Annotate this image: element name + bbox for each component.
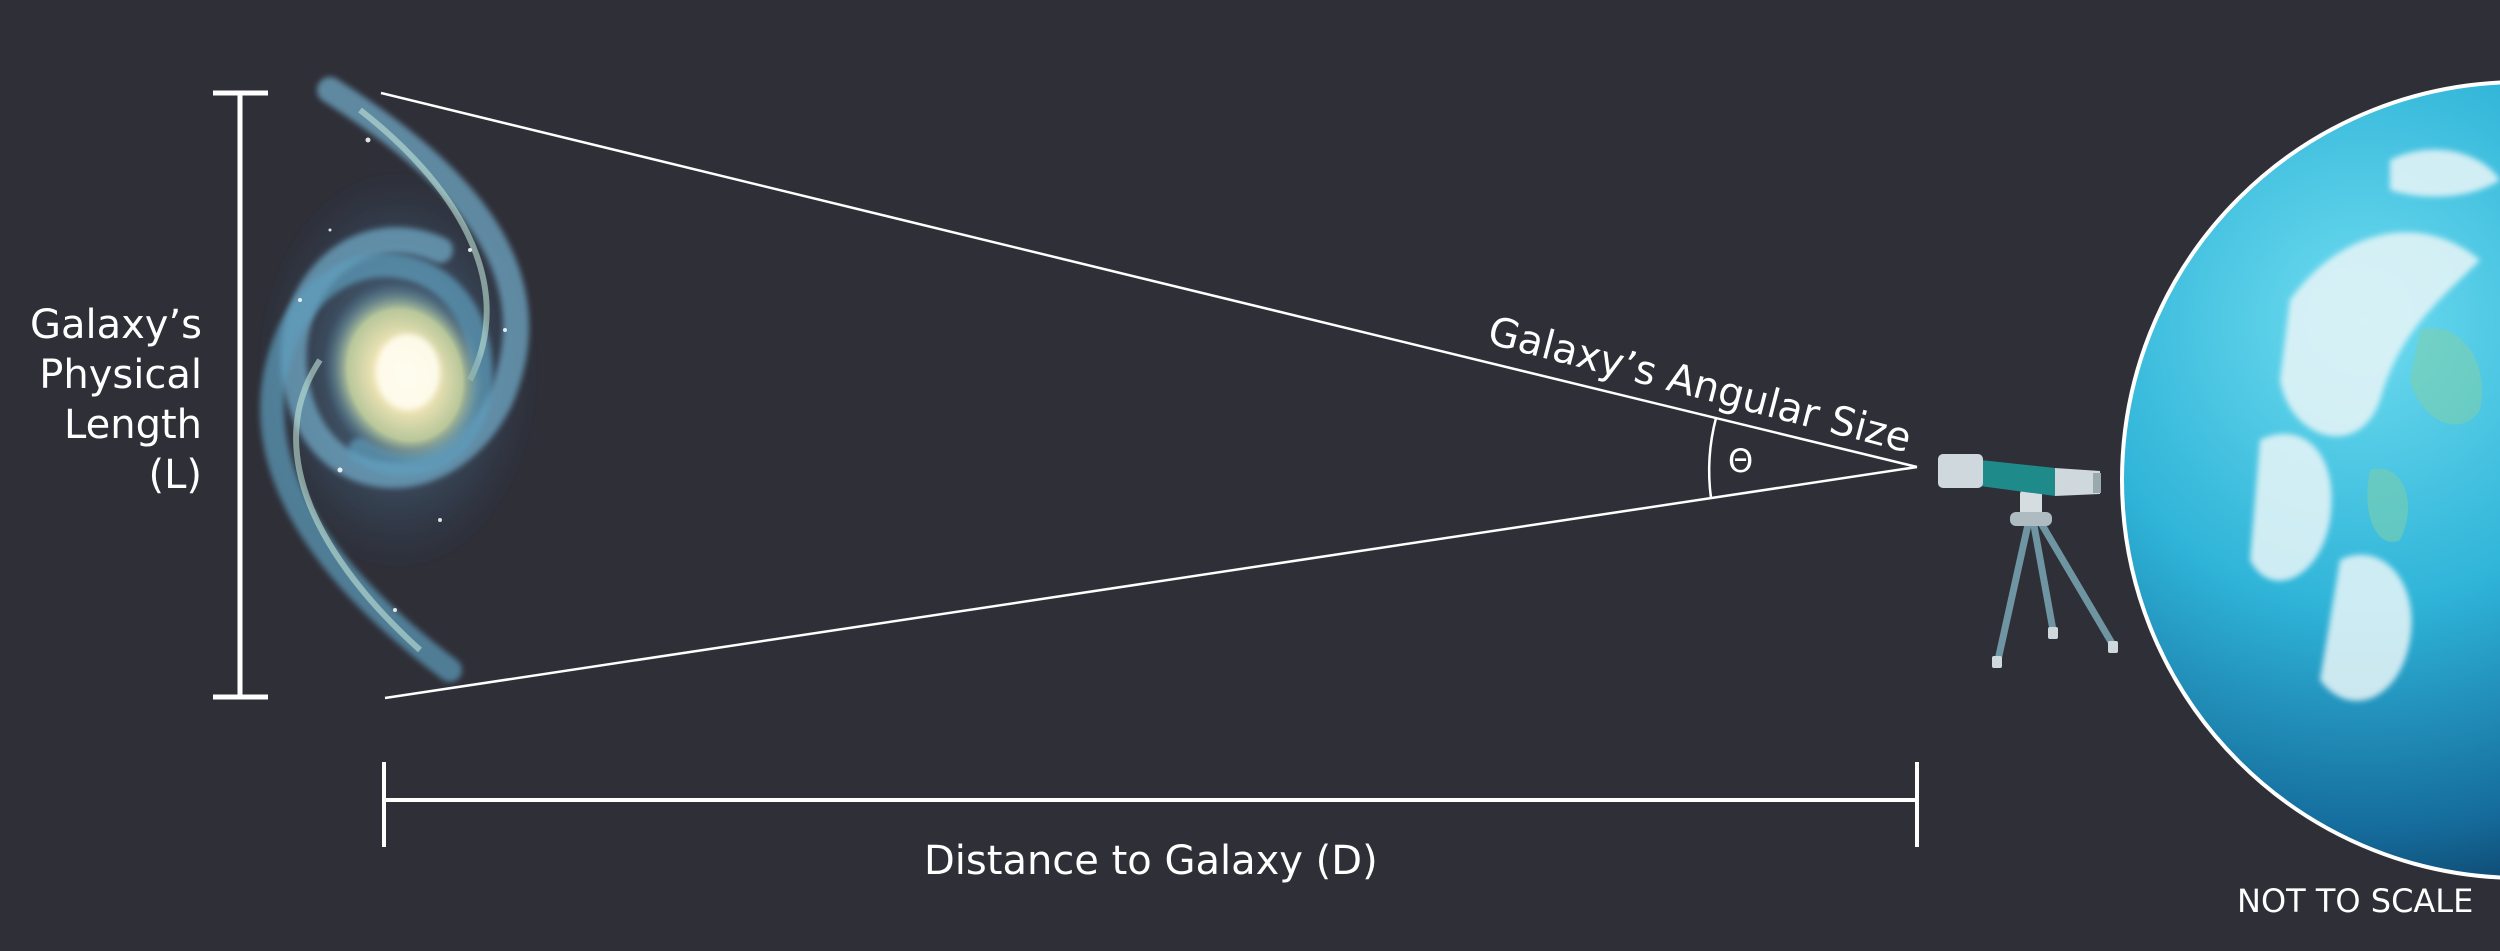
physical-length-label-line: Galaxy’s — [29, 302, 202, 348]
not-to-scale-note: NOT TO SCALE — [2237, 882, 2474, 920]
sight-lines — [380, 91, 1918, 700]
physical-length-label-line: Physical — [39, 352, 202, 398]
earth-icon — [2120, 80, 2500, 880]
physical-length-label-line: (L) — [148, 452, 203, 498]
angle-arc — [1707, 417, 1718, 499]
physical-length-label: Galaxy’s Physical Length (L) — [0, 300, 202, 500]
spiral-galaxy-icon — [258, 77, 538, 682]
physical-length-bracket — [213, 90, 268, 700]
theta-label: Θ — [1728, 442, 1754, 480]
physical-length-label-line: Length — [64, 402, 202, 448]
distance-label: Distance to Galaxy (D) — [924, 838, 1378, 884]
distance-bracket — [382, 762, 1919, 847]
telescope-icon — [1938, 454, 2118, 668]
